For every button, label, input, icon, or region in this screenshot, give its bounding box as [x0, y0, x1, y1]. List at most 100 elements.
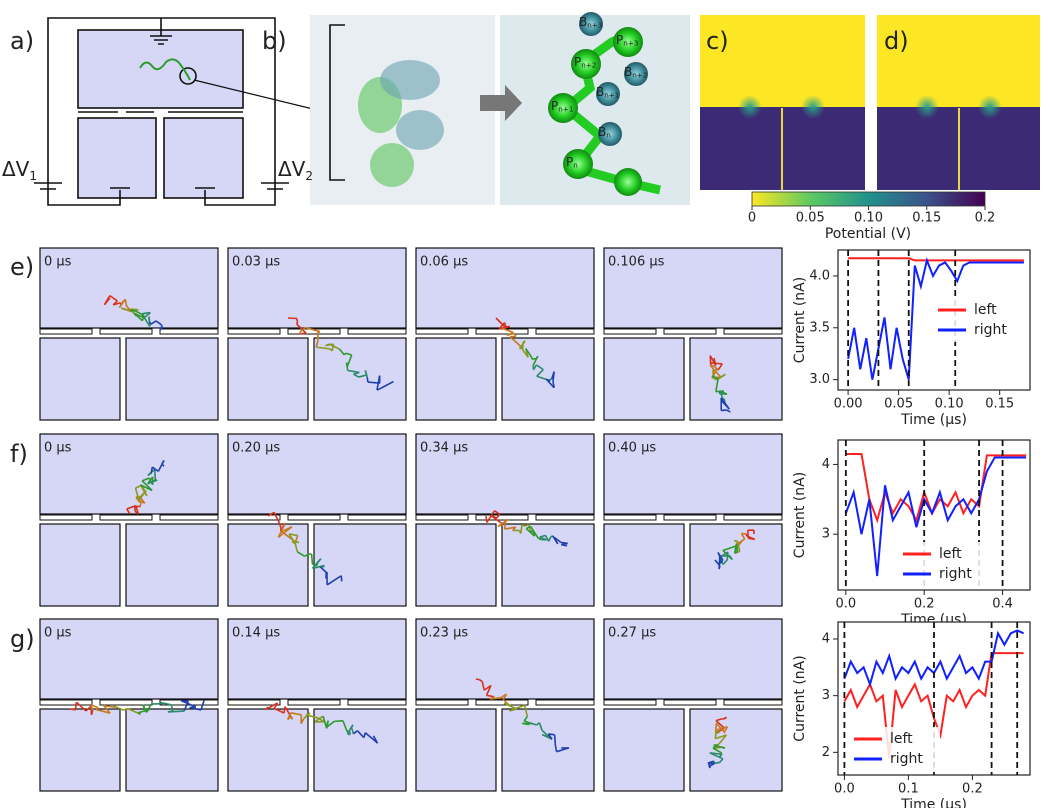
trajectory [709, 752, 724, 760]
x-axis-label: Time (μs) [900, 797, 967, 808]
chamber [39, 523, 121, 607]
trajectory [719, 734, 728, 744]
ground [150, 18, 172, 45]
bead [563, 149, 593, 179]
circuit [34, 17, 351, 206]
trajectory [133, 506, 137, 512]
trajectory [714, 559, 721, 567]
chamber [125, 523, 219, 607]
trajectory [715, 734, 727, 740]
trajectory [379, 380, 394, 390]
trajectory [143, 317, 151, 327]
trajectory [523, 705, 529, 717]
trajectory [142, 704, 148, 713]
bead [614, 168, 642, 196]
x-axis-label: Time (μs) [900, 412, 967, 428]
y-tick-label: 4.0 [809, 268, 830, 283]
chamber [689, 708, 783, 792]
trajectory [544, 535, 550, 542]
chip [227, 247, 407, 421]
membrane [347, 514, 407, 521]
y-axis-label: Current (nA) [792, 277, 808, 363]
bead [579, 12, 603, 36]
trajectory [139, 484, 148, 497]
chamber [227, 247, 407, 329]
snapshot-time: 0 μs [44, 626, 72, 641]
potential-maps [700, 15, 1040, 207]
membrane [475, 328, 529, 335]
pore-glow [738, 95, 762, 119]
trajectory [345, 352, 352, 356]
trajectory [364, 732, 376, 742]
trajectory [295, 318, 299, 322]
trajectory [141, 480, 153, 491]
membrane [287, 328, 341, 335]
snapshot-time: 0 μs [44, 255, 72, 270]
chip [39, 433, 219, 607]
trajectory [326, 575, 342, 586]
chip [39, 618, 219, 792]
trajectory [745, 533, 748, 537]
label-base: P [616, 33, 623, 47]
sub-label: Pn+1 [551, 99, 573, 114]
legend-label: left [974, 302, 997, 318]
snapshot-time: 0.106 μs [608, 255, 665, 270]
trajectory [167, 710, 185, 713]
colorbar-tick-label: 0.2 [975, 211, 996, 226]
trajectory [353, 373, 360, 378]
trajectory [126, 504, 137, 510]
chamber [125, 708, 219, 792]
snapshot-time: 0.14 μs [232, 626, 280, 641]
trajectory [152, 479, 156, 483]
pore-glow [915, 95, 939, 119]
trajectory [529, 526, 539, 539]
label-base: B [624, 65, 632, 79]
label-sub: n+1 [558, 105, 573, 114]
trajectory [738, 547, 741, 552]
chamber [415, 708, 497, 792]
bead [571, 49, 601, 79]
trajectory [486, 510, 496, 523]
trajectory [504, 526, 516, 530]
chamber [689, 337, 783, 421]
chip [227, 618, 407, 792]
membrane [663, 328, 717, 335]
chamber [415, 247, 595, 329]
trajectory [286, 712, 292, 720]
label-sub: n+3 [623, 39, 638, 48]
batteries [34, 182, 289, 190]
y-tick-label: 4 [822, 457, 830, 472]
base-blob [380, 60, 440, 100]
sub-label: Bn+1 [596, 85, 619, 100]
membrane [475, 514, 529, 521]
membrane [159, 328, 219, 335]
chamber [603, 247, 783, 329]
trajectory [347, 369, 360, 374]
x-tick-label: 0.00 [834, 397, 863, 412]
trajectory [301, 326, 306, 331]
chip [603, 618, 783, 792]
colorbar [751, 191, 986, 207]
chamber [689, 523, 783, 607]
trajectory [722, 716, 727, 720]
chamber [39, 247, 219, 329]
trajectory [364, 370, 369, 378]
chamber [313, 337, 407, 421]
membrane [603, 699, 657, 706]
trajectory [145, 703, 152, 713]
membrane [39, 514, 93, 521]
chamber [603, 708, 685, 792]
label-base: P [566, 155, 573, 169]
trajectory [150, 320, 157, 325]
label-sub: 1 [29, 169, 37, 183]
trajectory [134, 487, 140, 501]
membrane [99, 699, 153, 706]
trajectory [273, 512, 279, 521]
trajectory [486, 694, 495, 698]
panel-label: b) [262, 27, 287, 55]
trajectory [734, 539, 738, 543]
trajectory [114, 705, 124, 711]
trajectory [561, 543, 568, 547]
trajectory [288, 533, 298, 537]
trajectory [541, 733, 553, 740]
